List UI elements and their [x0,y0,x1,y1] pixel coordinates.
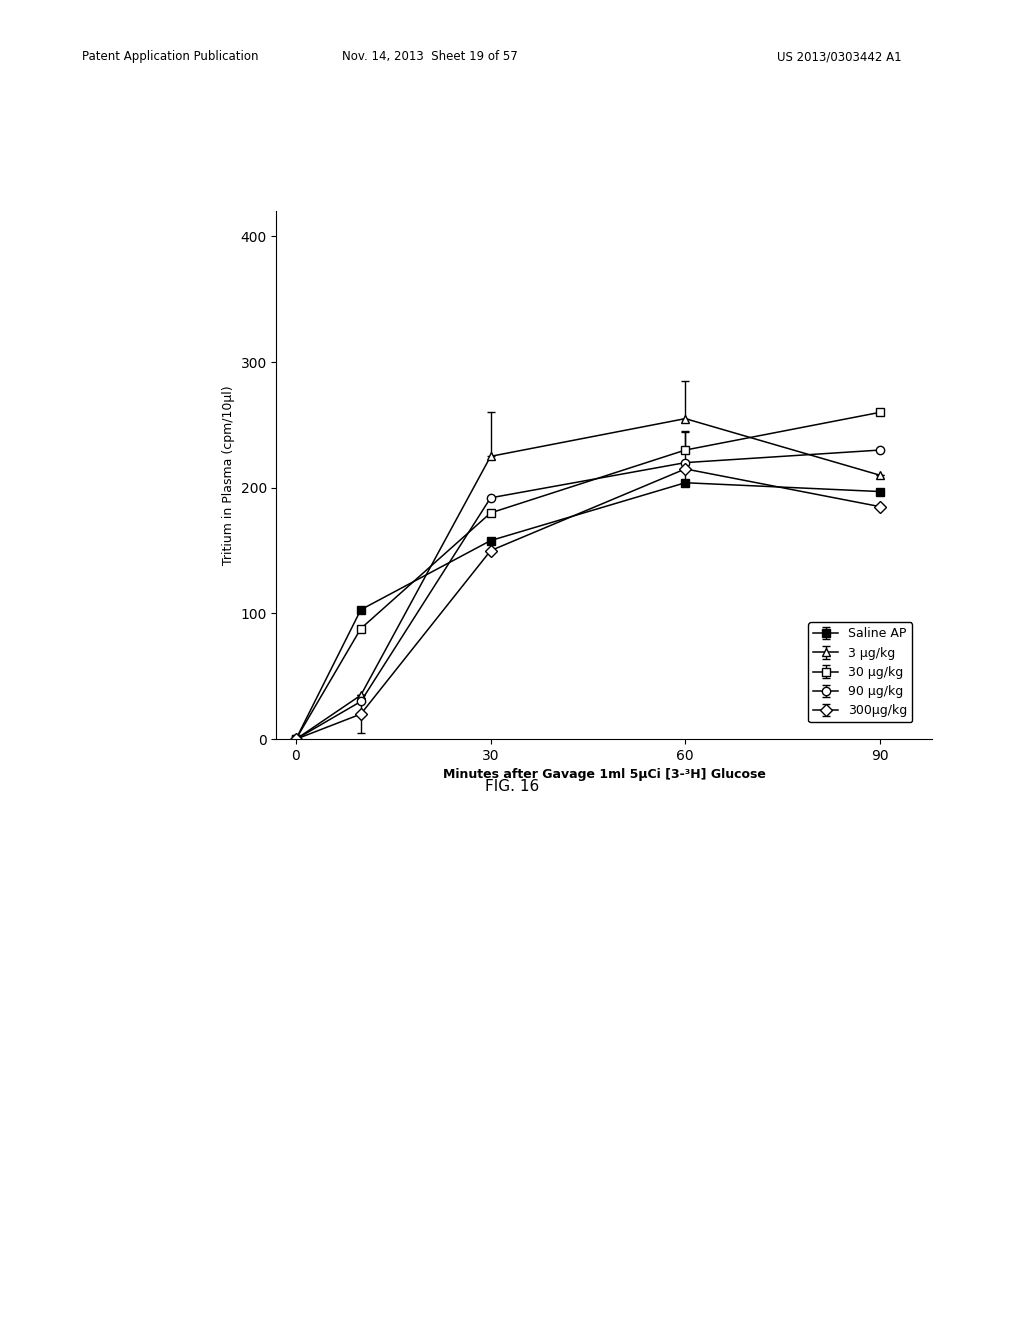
Text: Nov. 14, 2013  Sheet 19 of 57: Nov. 14, 2013 Sheet 19 of 57 [342,50,518,63]
Text: FIG. 16: FIG. 16 [485,779,539,793]
Legend: Saline AP, 3 μg/kg, 30 μg/kg, 90 μg/kg, 300μg/kg: Saline AP, 3 μg/kg, 30 μg/kg, 90 μg/kg, … [808,623,912,722]
X-axis label: Minutes after Gavage 1ml 5μCi [3-³H] Glucose: Minutes after Gavage 1ml 5μCi [3-³H] Glu… [442,768,766,781]
Y-axis label: Tritium in Plasma (cpm/10μl): Tritium in Plasma (cpm/10μl) [222,385,234,565]
Text: US 2013/0303442 A1: US 2013/0303442 A1 [777,50,902,63]
Text: Patent Application Publication: Patent Application Publication [82,50,258,63]
